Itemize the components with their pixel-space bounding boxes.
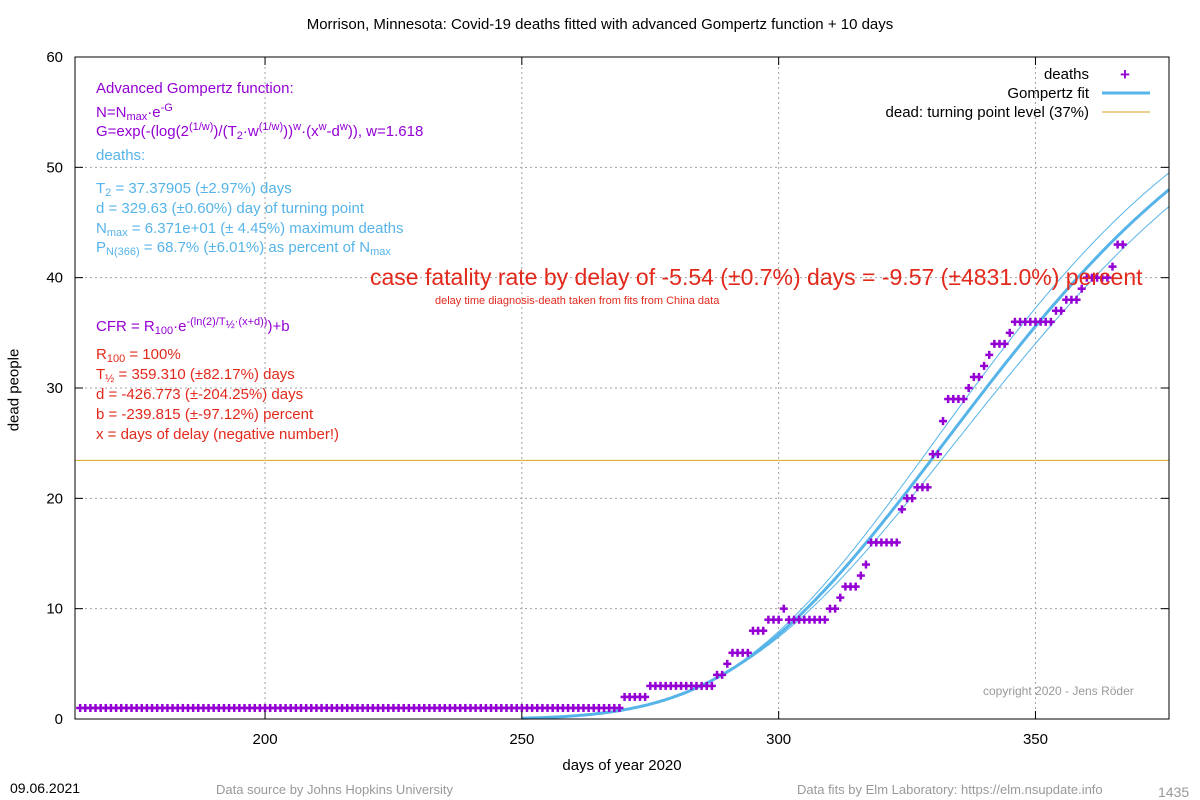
death-point: [1118, 240, 1127, 249]
death-point: [1057, 306, 1066, 315]
death-point: [923, 483, 932, 492]
x-axis-label: days of year 2020: [562, 757, 682, 774]
x-tick-label: 250: [509, 731, 534, 748]
thalf-line: T½ = 359.310 (±82.17%) days: [96, 366, 295, 385]
death-point: [856, 571, 865, 580]
death-point: [851, 582, 860, 591]
cfr-formula: CFR = R100·e-(ln(2)/T½·(x+d)))+b: [96, 316, 290, 337]
death-point: [615, 703, 624, 712]
cfr-result: case fatality rate by delay of -5.54 (±0…: [370, 264, 1143, 290]
death-point: [1108, 262, 1117, 271]
gompertz-g-formula: G=exp(-(log(2(1/w))/(T2·w(1/w)))w·(xw-dw…: [96, 121, 424, 142]
footer-source: Data source by Johns Hopkins University: [216, 782, 453, 797]
death-point: [985, 350, 994, 359]
grid: [75, 57, 1169, 719]
legend-turning-label: dead: turning point level (37%): [886, 104, 1089, 121]
death-point: [964, 384, 973, 392]
y-tick-label: 10: [46, 601, 63, 618]
death-point: [933, 450, 942, 459]
death-point: [1046, 317, 1055, 326]
footer-date: 09.06.2021: [10, 780, 81, 796]
copyright: copyright 2020 - Jens Röder: [983, 684, 1134, 698]
death-point: [723, 659, 732, 668]
deaths-points: [76, 240, 1127, 712]
death-point: [759, 626, 768, 635]
death-point: [908, 494, 917, 503]
gompertz-n-formula: N=Nmax·e-G: [96, 102, 173, 123]
death-point: [1072, 295, 1081, 304]
x-tick-label: 300: [766, 731, 791, 748]
deaths-heading: deaths:: [96, 147, 146, 164]
turning-point-line-text: d = 329.63 (±0.60%) day of turning point: [96, 200, 364, 217]
death-point: [707, 681, 716, 690]
r100-line: R100 = 100%: [96, 346, 181, 365]
death-point: [718, 670, 727, 679]
death-point: [779, 604, 788, 613]
fit-band: [521, 172, 1170, 719]
death-point: [820, 615, 829, 624]
fit-line: [521, 188, 1170, 720]
death-point: [980, 361, 989, 370]
y-axis-label: dead people: [5, 348, 23, 432]
cfr-note: delay time diagnosis-death taken from fi…: [435, 295, 720, 307]
chart-title: Morrison, Minnesota: Covid-19 deaths fit…: [306, 16, 894, 33]
d-delay-line: d = -426.773 (±-204.25%) days: [96, 386, 304, 403]
death-point: [1077, 284, 1086, 293]
death-point: [641, 692, 650, 701]
death-point: [959, 395, 968, 404]
death-point: [836, 593, 845, 602]
y-tick-label: 60: [46, 49, 63, 66]
legend-fit-label: Gompertz fit: [1007, 85, 1090, 102]
y-tick-label: 20: [46, 490, 63, 507]
death-point: [861, 560, 870, 569]
y-tick-label: 0: [55, 711, 63, 728]
footer-id: 1435: [1158, 784, 1190, 800]
nmax-line: Nmax = 6.371e+01 (± 4.45%) maximum death…: [96, 220, 404, 239]
death-point: [1103, 273, 1112, 282]
legend-deaths-label: deaths: [1044, 66, 1089, 83]
death-point: [892, 538, 901, 547]
b-line: b = -239.815 (±-97.12%) percent: [96, 406, 314, 423]
percent-line: PN(366) = 68.7% (±6.01%) as percent of N…: [96, 239, 391, 258]
x-definition-line: x = days of delay (negative number!): [96, 426, 340, 443]
death-point: [974, 372, 983, 381]
death-point: [1000, 339, 1009, 348]
death-point: [939, 417, 948, 426]
t2-line: T2 = 37.37905 (±2.97%) days: [96, 180, 292, 199]
y-tick-label: 40: [46, 270, 63, 287]
y-tick-label: 50: [46, 159, 63, 176]
death-point: [743, 648, 752, 657]
fit-upper-bound: [521, 172, 1170, 719]
x-tick-label: 200: [253, 731, 278, 748]
legend-deaths-marker: +: [1120, 65, 1130, 84]
death-point: [1005, 328, 1014, 337]
death-point: [897, 505, 906, 514]
death-point: [774, 615, 783, 624]
legend: deaths + Gompertz fit dead: turning poin…: [886, 65, 1150, 121]
ticks: 200 250 300 350 0 10 20 30 40 50 60: [46, 49, 1169, 748]
x-tick-label: 350: [1023, 731, 1048, 748]
death-point: [831, 604, 840, 613]
footer-fits: Data fits by Elm Laboratory: https://elm…: [797, 782, 1103, 797]
gompertz-heading: Advanced Gompertz function:: [96, 80, 294, 97]
y-tick-label: 30: [46, 380, 63, 397]
